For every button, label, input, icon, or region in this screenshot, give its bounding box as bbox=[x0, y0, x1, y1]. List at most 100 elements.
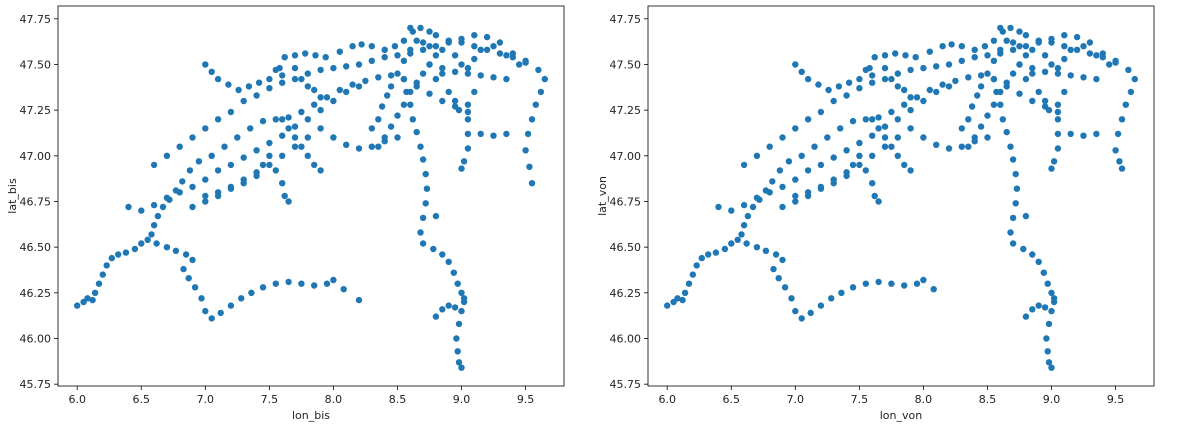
y-tick-label: 46.50 bbox=[610, 241, 642, 254]
data-point bbox=[311, 161, 318, 169]
data-point bbox=[766, 143, 773, 150]
y-axis: 45.75 46.00 46.25 46.50 46.75 47.00 47.25 47.50… bbox=[20, 13, 58, 391]
data-point bbox=[828, 295, 835, 302]
data-point bbox=[1093, 75, 1100, 83]
data-point bbox=[330, 276, 337, 284]
data-point bbox=[91, 289, 99, 296]
data-point bbox=[541, 75, 548, 83]
data-point bbox=[413, 79, 420, 86]
data-point bbox=[869, 116, 876, 123]
data-point bbox=[664, 302, 671, 309]
data-point bbox=[830, 180, 837, 187]
data-point bbox=[945, 61, 953, 68]
data-point bbox=[875, 125, 882, 132]
data-point bbox=[259, 117, 267, 125]
data-point bbox=[875, 114, 882, 121]
data-point bbox=[939, 43, 946, 50]
data-point bbox=[920, 134, 927, 141]
data-point bbox=[881, 143, 889, 150]
data-point bbox=[153, 240, 160, 247]
data-point bbox=[849, 117, 857, 125]
data-point bbox=[984, 112, 991, 119]
data-point bbox=[490, 74, 497, 81]
data-point bbox=[766, 189, 773, 196]
data-point bbox=[355, 83, 363, 90]
data-point bbox=[862, 280, 869, 287]
data-point bbox=[439, 97, 446, 105]
y-tick-label: 47.50 bbox=[20, 58, 52, 71]
data-point bbox=[681, 289, 689, 296]
data-point bbox=[705, 251, 712, 258]
data-point bbox=[1080, 43, 1087, 50]
data-point bbox=[419, 240, 427, 247]
data-point bbox=[453, 335, 460, 342]
data-point bbox=[894, 116, 901, 123]
data-point bbox=[349, 43, 356, 50]
data-point bbox=[343, 141, 350, 148]
data-point bbox=[304, 83, 311, 90]
y-tick-label: 46.75 bbox=[20, 195, 52, 208]
data-point bbox=[208, 152, 215, 159]
data-point bbox=[240, 97, 247, 105]
data-point bbox=[1054, 108, 1062, 116]
data-point bbox=[266, 85, 273, 92]
data-point bbox=[298, 108, 305, 116]
data-point bbox=[355, 145, 363, 152]
data-point bbox=[509, 54, 516, 61]
data-point bbox=[728, 207, 735, 214]
data-point bbox=[849, 284, 857, 291]
data-point bbox=[902, 52, 909, 59]
data-point bbox=[734, 236, 741, 243]
data-point bbox=[279, 116, 286, 123]
data-point bbox=[302, 50, 309, 57]
x-tick-label: 7.0 bbox=[787, 393, 805, 406]
data-point bbox=[471, 55, 478, 63]
data-point bbox=[792, 198, 799, 205]
data-point bbox=[445, 258, 452, 265]
y-axis: 45.75 46.00 46.25 46.50 46.75 47.00 47.25 47.50… bbox=[610, 13, 648, 391]
data-point bbox=[189, 256, 196, 264]
y-tick-label: 46.00 bbox=[20, 333, 52, 346]
data-point bbox=[432, 52, 440, 59]
data-point bbox=[214, 75, 222, 83]
data-point bbox=[227, 108, 235, 116]
data-point bbox=[881, 134, 889, 141]
data-point bbox=[387, 72, 395, 79]
data-point bbox=[913, 94, 921, 101]
x-tick-label: 6.0 bbox=[68, 393, 86, 406]
data-point bbox=[95, 280, 103, 287]
data-point bbox=[477, 130, 484, 138]
data-point bbox=[432, 313, 440, 320]
data-point bbox=[753, 244, 761, 251]
data-point bbox=[997, 46, 1004, 53]
data-point bbox=[817, 185, 825, 192]
data-point bbox=[458, 39, 465, 46]
data-point bbox=[974, 92, 981, 99]
data-point bbox=[248, 289, 255, 296]
data-point bbox=[432, 75, 440, 83]
data-point bbox=[381, 46, 388, 53]
data-point bbox=[1016, 43, 1023, 50]
data-point bbox=[225, 81, 232, 88]
data-point bbox=[535, 66, 542, 74]
data-point bbox=[1050, 295, 1058, 302]
x-tick-label: 6.0 bbox=[658, 393, 676, 406]
data-point bbox=[689, 271, 696, 278]
data-point bbox=[843, 172, 850, 180]
data-point bbox=[1029, 46, 1036, 53]
data-point bbox=[999, 116, 1006, 123]
data-point bbox=[825, 86, 832, 94]
data-point bbox=[1022, 32, 1030, 39]
scatter-chart-lon-von-lat-von: 6.0 6.5 7.0 7.5 8.0 8.5 9.0 9.5 45.75 46.00 46.25… bbox=[596, 5, 1155, 422]
data-point bbox=[490, 43, 497, 50]
x-tick-label: 7.5 bbox=[261, 393, 279, 406]
data-point bbox=[503, 75, 510, 83]
data-point bbox=[1080, 74, 1087, 81]
data-point bbox=[259, 161, 267, 169]
data-point bbox=[1009, 240, 1017, 247]
data-point bbox=[901, 282, 908, 289]
data-point bbox=[1073, 33, 1081, 41]
data-point bbox=[930, 286, 937, 293]
data-point bbox=[179, 178, 186, 185]
data-point bbox=[968, 103, 976, 110]
